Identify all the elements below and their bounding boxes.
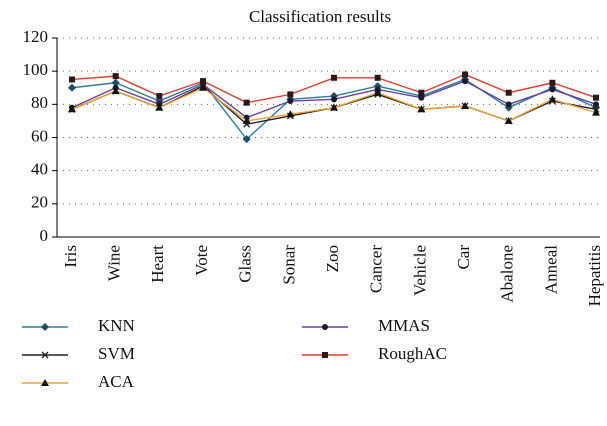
marker: [549, 86, 556, 93]
legend-item: KNN: [22, 316, 135, 335]
y-tick-label: 60: [31, 126, 48, 145]
marker: [68, 83, 76, 92]
y-tick-label: 120: [23, 27, 49, 46]
x-tick-label: Zoo: [323, 245, 342, 272]
series: [69, 78, 600, 121]
series: [68, 83, 601, 124]
marker: [41, 323, 49, 331]
marker: [593, 94, 600, 101]
marker: [111, 78, 120, 87]
legend-label: RoughAC: [378, 344, 447, 363]
x-tick-label: Hepatitis: [585, 245, 604, 306]
marker: [373, 88, 382, 96]
legend-item: ACA: [22, 372, 135, 391]
marker: [462, 71, 469, 78]
x-tick-label: Glass: [236, 245, 255, 283]
y-tick-label: 20: [31, 193, 48, 212]
marker: [330, 103, 339, 111]
x-tick-label: Cancer: [367, 245, 386, 293]
marker: [417, 105, 426, 113]
legend-label: SVM: [98, 344, 135, 363]
marker: [322, 324, 328, 330]
marker: [199, 83, 208, 91]
y-tick-label: 40: [31, 160, 48, 179]
marker: [374, 74, 381, 81]
marker: [41, 351, 49, 359]
marker: [322, 352, 328, 358]
marker: [504, 116, 513, 124]
marker: [200, 78, 207, 85]
marker: [593, 101, 600, 108]
marker: [461, 101, 470, 109]
x-tick-label: Vote: [192, 245, 211, 276]
y-tick-label: 80: [31, 93, 48, 112]
legend-item: SVM: [22, 344, 135, 363]
y-tick-label: 0: [40, 226, 49, 245]
marker: [592, 108, 601, 116]
marker: [156, 93, 163, 100]
marker: [549, 79, 556, 86]
marker: [462, 78, 469, 85]
marker: [287, 98, 294, 105]
marker: [505, 101, 512, 108]
marker: [331, 96, 338, 103]
marker: [548, 95, 557, 103]
x-tick-label: Heart: [148, 245, 167, 283]
legend-item: MMAS: [302, 316, 430, 335]
legend-label: ACA: [98, 372, 135, 391]
legend-label: KNN: [98, 316, 135, 335]
marker: [112, 73, 119, 80]
marker: [68, 105, 76, 113]
marker: [69, 76, 75, 83]
x-tick-label: Car: [454, 245, 473, 270]
marker: [242, 116, 251, 124]
x-tick-label: Sonar: [279, 245, 298, 285]
legend-label: MMAS: [378, 316, 430, 335]
marker: [286, 110, 295, 118]
x-tick-label: Vehicle: [410, 245, 429, 296]
x-tick-label: Anneal: [541, 245, 560, 294]
marker: [418, 94, 425, 101]
x-tick-label: Abalone: [498, 245, 517, 303]
marker: [418, 89, 425, 96]
marker: [287, 91, 294, 98]
marker: [331, 74, 338, 81]
y-tick-label: 100: [23, 60, 49, 79]
marker: [111, 87, 120, 95]
marker: [505, 89, 512, 96]
x-tick-label: Wine: [105, 245, 124, 281]
x-tick-label: Iris: [61, 245, 80, 268]
marker: [242, 135, 251, 144]
marker: [155, 103, 164, 111]
marker: [41, 379, 49, 386]
chart-title: Classification results: [249, 7, 391, 26]
legend-item: RoughAC: [302, 344, 447, 363]
series: [69, 71, 600, 106]
marker: [243, 99, 250, 106]
